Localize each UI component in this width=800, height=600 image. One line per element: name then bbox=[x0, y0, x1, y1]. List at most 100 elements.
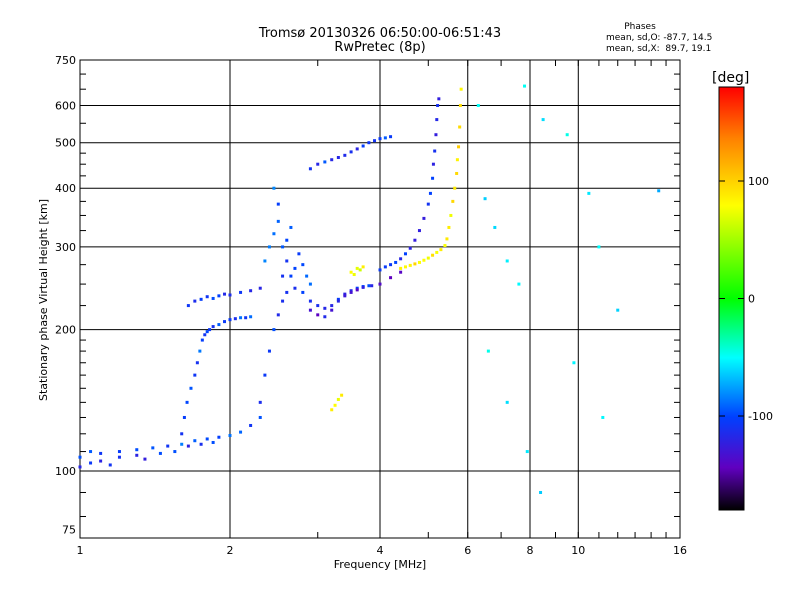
data-point bbox=[343, 294, 347, 298]
chart-subtitle: RwPretec (8p) bbox=[334, 40, 426, 55]
data-point bbox=[205, 330, 209, 334]
colorbar-ticks: 100 0 -100 bbox=[719, 175, 773, 423]
x-tick-label: 6 bbox=[464, 544, 471, 557]
data-point bbox=[258, 415, 262, 419]
data-point bbox=[455, 171, 459, 175]
data-point bbox=[336, 297, 340, 301]
data-point bbox=[135, 448, 139, 452]
data-point bbox=[316, 162, 320, 166]
data-point bbox=[285, 238, 289, 242]
data-point bbox=[431, 162, 435, 166]
data-point bbox=[195, 361, 199, 365]
data-point bbox=[349, 150, 353, 154]
data-point bbox=[281, 245, 285, 249]
data-point bbox=[447, 225, 451, 229]
data-point bbox=[436, 104, 440, 108]
data-point bbox=[505, 259, 509, 263]
data-point bbox=[657, 189, 661, 193]
y-tick-label: 500 bbox=[55, 137, 76, 150]
data-point bbox=[189, 386, 193, 390]
data-point bbox=[99, 459, 103, 463]
data-point bbox=[117, 455, 121, 459]
data-point bbox=[361, 144, 365, 148]
data-point bbox=[228, 434, 232, 438]
data-point bbox=[166, 444, 170, 448]
data-point bbox=[211, 325, 215, 329]
data-point bbox=[587, 191, 591, 195]
data-point bbox=[378, 268, 382, 272]
data-point bbox=[616, 308, 620, 312]
data-point bbox=[361, 265, 365, 269]
data-point bbox=[493, 225, 497, 229]
data-point bbox=[403, 265, 407, 269]
data-point bbox=[349, 270, 353, 274]
data-point bbox=[151, 446, 155, 450]
data-point bbox=[263, 259, 267, 263]
data-point bbox=[445, 237, 449, 241]
data-point bbox=[378, 282, 382, 286]
phases-stats-x: mean, sd,X: 89.7, 19.1 bbox=[606, 44, 712, 54]
data-point bbox=[199, 442, 203, 446]
data-point bbox=[205, 295, 209, 299]
data-points bbox=[78, 84, 661, 494]
data-point bbox=[281, 299, 285, 303]
data-point bbox=[523, 84, 527, 88]
data-point bbox=[373, 139, 377, 143]
colorbar-unit-label: [deg] bbox=[712, 70, 750, 86]
data-point bbox=[108, 463, 112, 467]
colorbar-tick-label: 0 bbox=[748, 293, 755, 306]
data-point bbox=[258, 286, 262, 290]
data-point bbox=[336, 397, 340, 401]
data-point bbox=[343, 292, 347, 296]
data-point bbox=[458, 104, 462, 108]
data-point bbox=[228, 318, 232, 322]
data-point bbox=[572, 361, 576, 365]
data-point bbox=[233, 317, 237, 321]
data-point bbox=[417, 260, 421, 264]
data-point bbox=[272, 186, 276, 190]
trace-f1 bbox=[258, 284, 371, 404]
x-axis-label: Frequency [MHz] bbox=[334, 558, 426, 571]
data-point bbox=[228, 293, 232, 297]
data-point bbox=[308, 299, 312, 303]
trace-f1-violet bbox=[308, 270, 403, 319]
trace-f2-x bbox=[399, 87, 463, 270]
data-point bbox=[217, 294, 221, 298]
data-point bbox=[78, 455, 82, 459]
chart-title: Tromsø 20130326 06:50:00-06:51:43 bbox=[258, 26, 502, 41]
data-point bbox=[601, 415, 605, 419]
data-point bbox=[267, 349, 271, 353]
data-point bbox=[455, 158, 459, 162]
data-point bbox=[305, 274, 309, 278]
data-point bbox=[117, 450, 121, 454]
data-point bbox=[193, 439, 197, 443]
data-point bbox=[272, 232, 276, 236]
data-point bbox=[203, 333, 207, 337]
data-point bbox=[200, 338, 204, 342]
data-point bbox=[431, 253, 435, 257]
data-point bbox=[355, 266, 359, 270]
data-point bbox=[435, 118, 439, 122]
data-point bbox=[135, 453, 139, 457]
data-point bbox=[383, 265, 387, 269]
trace-f2-o bbox=[378, 97, 441, 272]
data-point bbox=[541, 118, 545, 122]
data-point bbox=[336, 299, 340, 303]
data-point bbox=[449, 213, 453, 217]
data-point bbox=[276, 313, 280, 317]
data-point bbox=[211, 440, 215, 444]
data-point bbox=[434, 133, 438, 137]
y-tick-label: 200 bbox=[55, 324, 76, 337]
data-point bbox=[244, 316, 248, 320]
phases-title: Phases bbox=[624, 22, 656, 32]
data-point bbox=[483, 197, 487, 201]
data-point bbox=[330, 408, 334, 412]
data-point bbox=[476, 104, 480, 108]
data-point bbox=[399, 266, 403, 270]
data-point bbox=[297, 252, 301, 256]
grid-lines bbox=[80, 60, 680, 538]
data-point bbox=[517, 282, 521, 286]
data-point bbox=[426, 202, 430, 206]
x-tick-label: 10 bbox=[571, 544, 585, 557]
